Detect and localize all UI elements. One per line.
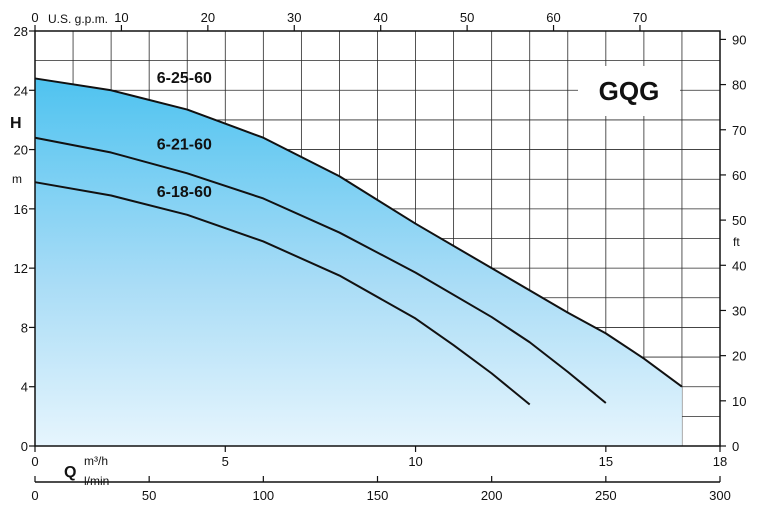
x-axis-label: Q [64, 464, 76, 481]
x-tick-label: 5 [222, 454, 229, 469]
x-top-tick-label: 60 [546, 10, 560, 25]
curve-labels: 6-25-60 6-21-60 6-18-60 [157, 70, 212, 201]
x-top-tick-label: 0 [31, 10, 38, 25]
x-top-tick-label: 10 [114, 10, 128, 25]
y-tick-label: 20 [14, 143, 28, 158]
x-top-tick-label: 40 [373, 10, 387, 25]
x2-tick-label: 150 [367, 488, 389, 503]
x-top-tick-label: 50 [460, 10, 474, 25]
x2-tick-label: 200 [481, 488, 503, 503]
x-axis-unit-m3h: m³/h [84, 454, 108, 468]
y2-tick-label: 40 [732, 258, 746, 273]
x2-tick-label: 300 [709, 488, 731, 503]
chart-title: GQG [599, 76, 660, 106]
series-label-6-25-60: 6-25-60 [157, 70, 212, 87]
y-axis-unit: m [12, 172, 22, 186]
y2-tick-label: 20 [732, 349, 746, 364]
x2-tick-label: 250 [595, 488, 617, 503]
x-tick-label: 18 [713, 454, 727, 469]
x-tick-label: 10 [408, 454, 422, 469]
performance-curves [34, 77, 683, 406]
y2-tick-label: 80 [732, 78, 746, 93]
x2-tick-label: 100 [252, 488, 274, 503]
x-axis-unit-lmin: l/min [84, 474, 109, 488]
plot-frame [34, 30, 721, 447]
operating-range-area [35, 78, 682, 446]
y-axis-ticks-ft: 0 10 20 30 40 50 60 70 80 90 [720, 32, 746, 454]
y-tick-label: 16 [14, 202, 28, 217]
series-label-6-21-60: 6-21-60 [157, 137, 212, 154]
series-line-6-21-60 [34, 136, 607, 404]
series-line-6-25-60 [34, 77, 683, 388]
y-tick-label: 12 [14, 261, 28, 276]
y-tick-label: 4 [21, 380, 28, 395]
x-axis-ticks-m3h: 0 5 10 15 18 [31, 446, 727, 469]
y-tick-label: 24 [14, 83, 28, 98]
y-tick-label: 8 [21, 320, 28, 335]
chart-title-box [578, 66, 680, 116]
y-tick-label: 0 [21, 439, 28, 454]
y2-tick-label: 10 [732, 394, 746, 409]
x-top-tick-label: 30 [287, 10, 301, 25]
x2-tick-label: 0 [31, 488, 38, 503]
y2-tick-label: 30 [732, 303, 746, 318]
y2-tick-label: 50 [732, 213, 746, 228]
y2-tick-label: 60 [732, 168, 746, 183]
x-top-tick-label: 20 [201, 10, 215, 25]
x-tick-label: 0 [31, 454, 38, 469]
x-top-tick-label: 70 [633, 10, 647, 25]
series-label-6-18-60: 6-18-60 [157, 184, 212, 201]
x-axis-ticks-gpm: 0 10 20 30 40 50 60 70 [31, 10, 647, 31]
x-top-axis-unit: U.S. g.p.m. [48, 12, 108, 26]
x-tick-label: 15 [599, 454, 613, 469]
y2-axis-unit: ft [733, 235, 740, 249]
y-axis-label: H [10, 115, 22, 132]
series-line-6-18-60 [34, 181, 531, 406]
x-axis-ticks-lmin: 0 50 100 150 200 250 300 [31, 476, 731, 503]
y2-tick-label: 70 [732, 123, 746, 138]
y2-tick-label: 90 [732, 32, 746, 47]
chart-title-badge: GQG [578, 66, 680, 116]
y-axis-ticks-m: 0 4 8 12 16 20 24 28 [14, 24, 35, 454]
y-tick-label: 28 [14, 24, 28, 39]
x2-tick-label: 50 [142, 488, 156, 503]
y2-tick-label: 0 [732, 439, 739, 454]
